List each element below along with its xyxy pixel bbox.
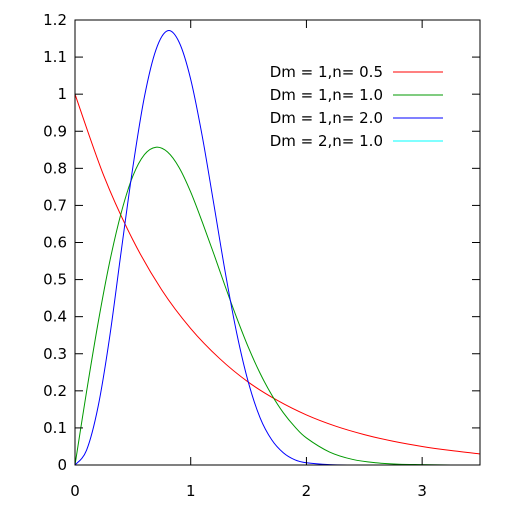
y-axis: 0 0.1 0.2 0.3 0.4 0.5 0.6 0.7 0.8 0.9 1 1.1 1.2: [43, 11, 480, 474]
series-line-1: [74, 94, 481, 455]
y-tick-label: 0.9: [43, 122, 67, 140]
legend-label: Dm = 1,n= 1.0: [270, 86, 383, 104]
x-tick-label: 1: [186, 482, 196, 500]
y-tick-label: 1: [57, 85, 67, 103]
y-tick-label: 0.1: [43, 419, 67, 437]
legend: Dm = 1,n= 0.5 Dm = 1,n= 1.0 Dm = 1,n= 2.0 D…: [270, 63, 443, 150]
y-tick-label: 0.7: [43, 196, 67, 214]
x-axis: 0 1 2 3: [70, 20, 427, 500]
series-line-3: [74, 30, 480, 466]
y-tick-label: 0: [57, 456, 67, 474]
y-tick-label: 0.2: [43, 382, 67, 400]
y-tick-label: 0.5: [43, 271, 67, 289]
x-tick-label: 0: [70, 482, 80, 500]
y-tick-label: 0.8: [43, 159, 67, 177]
x-tick-label: 3: [417, 482, 427, 500]
legend-label: Dm = 1,n= 0.5: [270, 63, 383, 81]
series-line-2: [74, 146, 481, 466]
y-tick-label: 1.2: [43, 11, 67, 29]
legend-label: Dm = 1,n= 2.0: [270, 109, 383, 127]
legend-label: Dm = 2,n= 1.0: [270, 132, 383, 150]
y-tick-label: 1.1: [43, 48, 67, 66]
y-tick-label: 0.4: [43, 308, 67, 326]
x-tick-label: 2: [302, 482, 312, 500]
y-tick-label: 0.6: [43, 234, 67, 252]
y-tick-label: 0.3: [43, 345, 67, 363]
